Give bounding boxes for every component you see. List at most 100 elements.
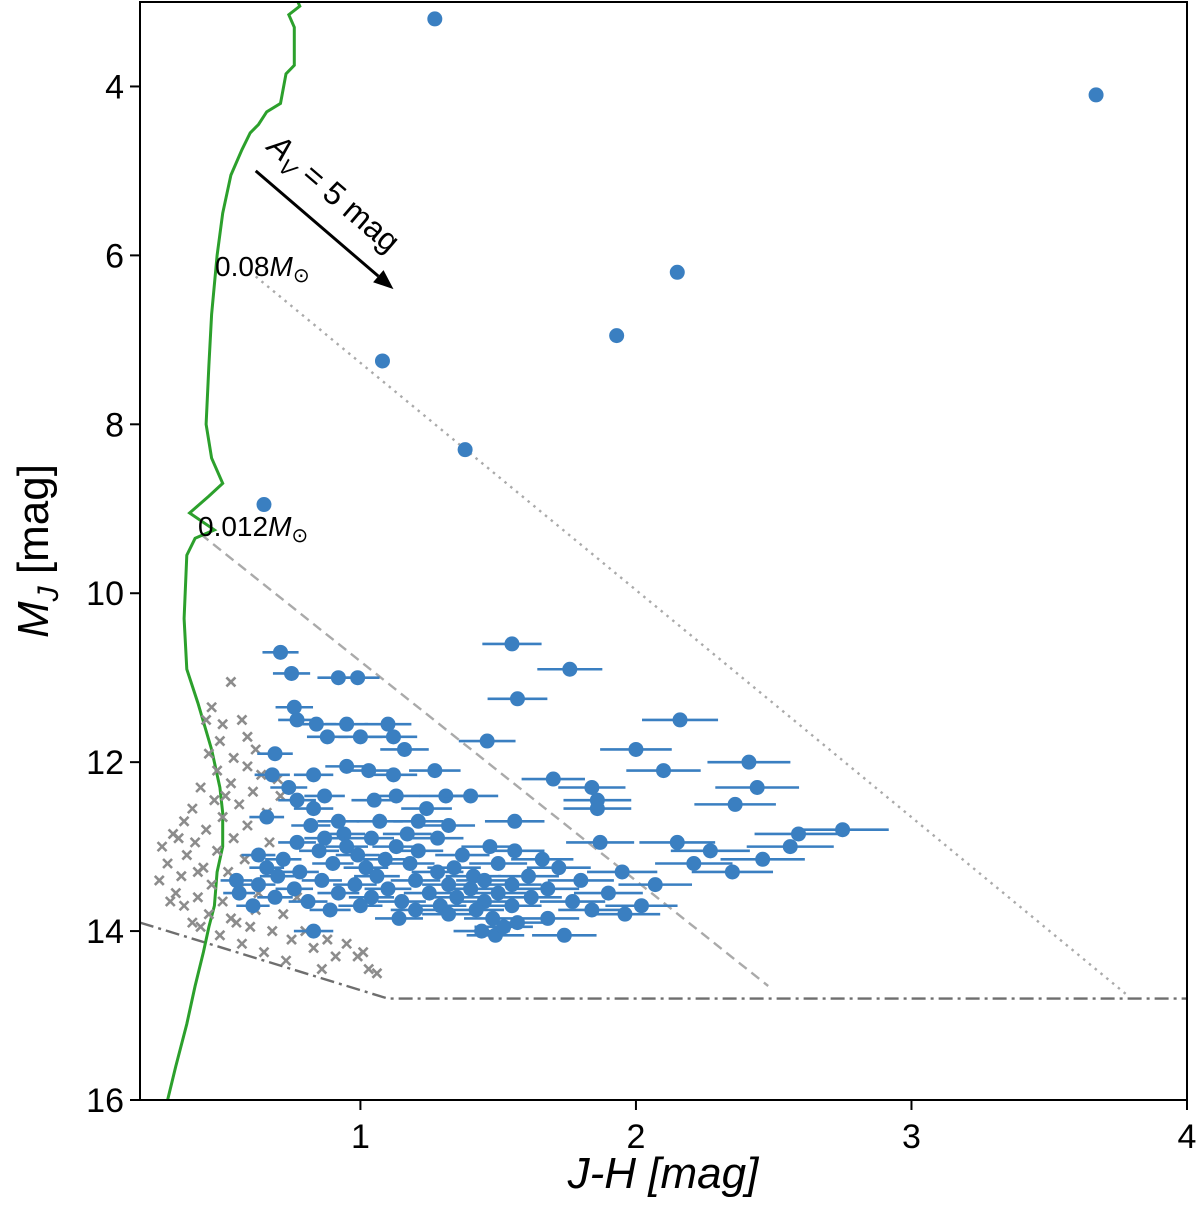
member-marker: [352, 898, 368, 914]
member-marker: [749, 779, 765, 795]
member-marker: [339, 716, 355, 732]
y-axis-label-main: M: [9, 601, 58, 638]
y-axis-label: MJ [mag]: [9, 464, 65, 638]
other-point: [264, 836, 275, 848]
member-point: [270, 779, 308, 795]
mass-label-0012-unit: M: [268, 511, 292, 542]
other-point-stroke: [217, 811, 229, 823]
other-point: [321, 934, 333, 945]
other-point: [178, 900, 190, 912]
member-marker: [504, 898, 520, 914]
member-point: [422, 818, 476, 833]
other-point-stroke: [192, 891, 204, 903]
y-tick-label: 10: [86, 575, 124, 613]
member-point: [393, 843, 444, 859]
member-marker: [284, 665, 300, 681]
other-point-stroke: [357, 946, 369, 958]
member-marker: [372, 813, 388, 829]
other-point-stroke: [164, 896, 176, 907]
member-point: [348, 889, 395, 905]
member-marker: [369, 868, 385, 884]
member-marker: [584, 779, 600, 795]
member-point: [293, 801, 334, 817]
member-point: [670, 843, 750, 859]
member-point: [482, 636, 542, 652]
member-marker: [669, 264, 685, 280]
member-point: [547, 872, 614, 888]
other-point: [266, 925, 278, 937]
mass-label-0012-sun: ⊙: [291, 525, 308, 547]
member-point: [385, 856, 435, 872]
member-marker: [350, 670, 366, 686]
member-point: [364, 716, 412, 732]
member-point: [369, 729, 418, 745]
member-point: [259, 868, 296, 884]
member-marker: [427, 11, 443, 27]
member-marker: [496, 919, 512, 935]
member-point: [377, 894, 426, 910]
member-marker: [339, 839, 355, 855]
member-marker: [454, 847, 470, 863]
dashdot-limit-line: [140, 921, 1187, 1000]
other-point-stroke: [280, 955, 292, 967]
member-point: [422, 906, 476, 922]
member-marker: [350, 847, 366, 863]
other-point-stroke: [186, 803, 198, 815]
member-marker: [427, 763, 443, 779]
member-marker: [267, 889, 283, 905]
other-point-stroke: [211, 845, 223, 857]
member-point: [293, 923, 334, 939]
member-marker: [347, 877, 363, 893]
other-point-stroke: [330, 950, 342, 962]
other-point-stroke: [200, 824, 212, 836]
member-marker: [311, 843, 327, 859]
member-point: [325, 716, 368, 732]
other-point: [162, 858, 173, 869]
member-marker: [408, 872, 424, 888]
member-point: [482, 877, 542, 893]
member-marker: [330, 885, 346, 901]
member-marker: [256, 497, 272, 513]
other-point: [156, 841, 168, 853]
other-point: [219, 790, 231, 802]
member-marker: [264, 767, 280, 783]
other-point-stroke: [233, 798, 245, 810]
member-marker: [507, 843, 523, 859]
other-point-stroke: [242, 760, 253, 772]
member-marker: [410, 813, 426, 829]
member-point: [609, 328, 625, 344]
member-point: [474, 919, 533, 935]
member-marker: [504, 636, 520, 652]
x-axis-label: J-H [mag]: [567, 1149, 760, 1198]
member-point: [642, 712, 719, 728]
other-point: [206, 701, 218, 713]
other-point-stroke: [225, 912, 237, 924]
member-point: [427, 11, 443, 27]
other-point: [280, 955, 292, 967]
other-point-stroke: [341, 938, 353, 950]
member-marker: [509, 691, 525, 707]
member-point: [539, 894, 606, 910]
member-marker: [545, 771, 561, 787]
member-point: [1088, 87, 1104, 103]
member-marker: [573, 872, 589, 888]
member-point: [317, 813, 360, 829]
member-point: [401, 801, 452, 817]
other-point-stroke: [222, 866, 234, 878]
member-point: [375, 910, 423, 926]
mass-label-0012: 0.012M⊙: [198, 511, 308, 547]
member-marker: [250, 847, 266, 863]
member-point: [223, 885, 256, 901]
member-marker: [385, 767, 401, 783]
other-point-stroke: [214, 929, 226, 941]
other-point-stroke: [275, 790, 286, 802]
member-point: [715, 779, 800, 795]
member-marker: [308, 716, 324, 732]
member-point: [374, 353, 390, 369]
member-point: [516, 881, 580, 897]
member-point: [335, 847, 380, 863]
member-point: [532, 927, 597, 943]
member-point: [694, 796, 776, 812]
